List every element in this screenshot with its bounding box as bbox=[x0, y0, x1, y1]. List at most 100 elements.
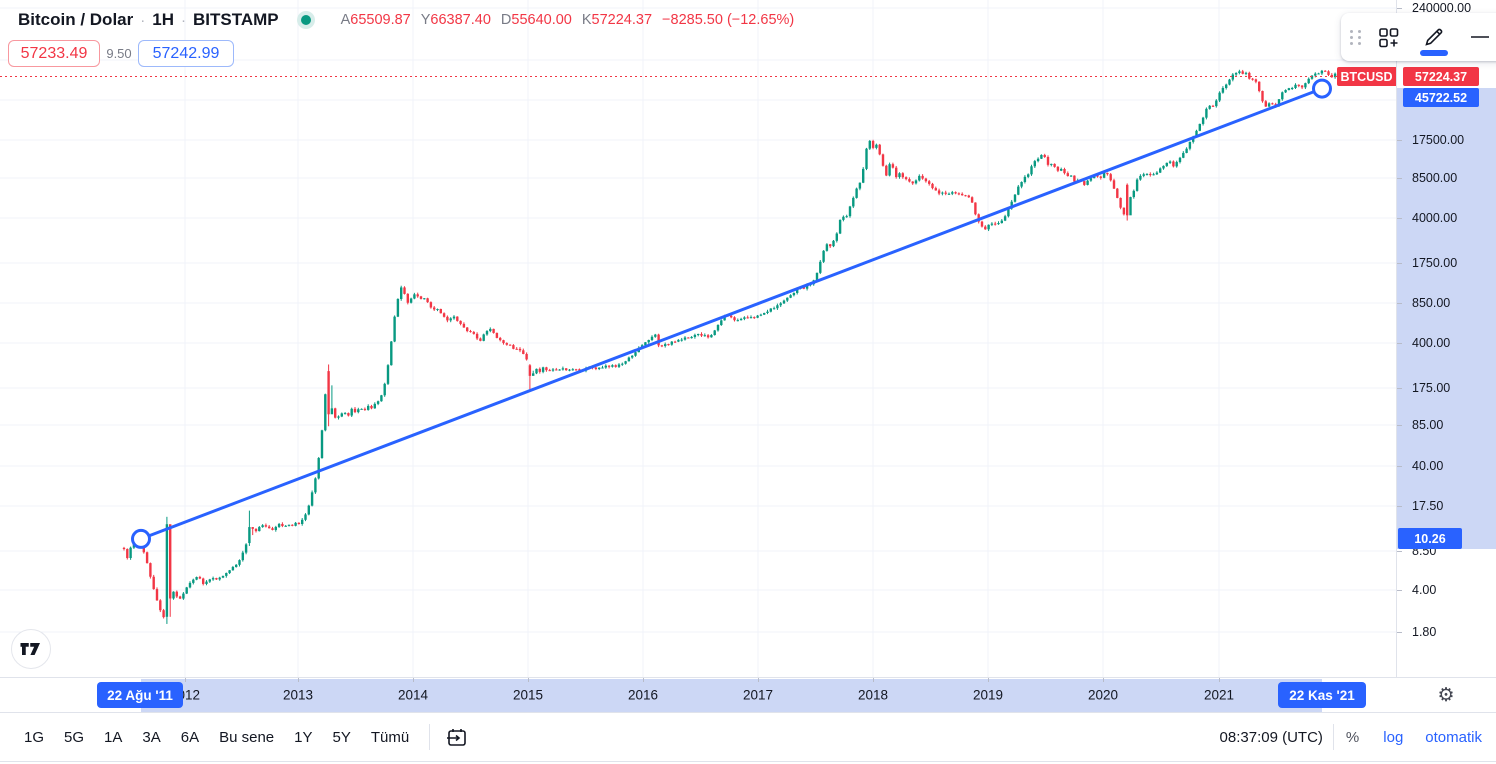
time-scale-label: 2019 bbox=[972, 687, 1004, 703]
range-button-5g[interactable]: 5G bbox=[64, 728, 85, 746]
price-scale-label: 4000.00 bbox=[1412, 211, 1458, 225]
price-axis-tick bbox=[1397, 590, 1402, 591]
separator-dot: · bbox=[140, 11, 146, 29]
price-axis-tick bbox=[1397, 551, 1402, 552]
line-tool-button[interactable] bbox=[1457, 17, 1496, 57]
price-axis-selection-highlight bbox=[1397, 88, 1496, 549]
close-value: 57224.37 bbox=[591, 12, 653, 28]
current-price-label: 57224.37 bbox=[1403, 67, 1479, 86]
low-value: 55640.00 bbox=[511, 12, 572, 28]
price-scale-label: 175.00 bbox=[1412, 381, 1451, 395]
time-axis-tick bbox=[1103, 678, 1104, 682]
symbol-price-tag: BTCUSD bbox=[1337, 67, 1396, 86]
manage-layouts-button[interactable] bbox=[1365, 17, 1411, 57]
divider bbox=[429, 724, 431, 750]
open-value: 65509.87 bbox=[350, 12, 411, 28]
trend-line-end-handle bbox=[1312, 78, 1332, 99]
price-axis-tick bbox=[1397, 425, 1402, 426]
low-label: D bbox=[500, 12, 512, 28]
chart-legend: Bitcoin / Dolar · 1H · BITSTAMP A 65509.8… bbox=[8, 9, 795, 67]
go-to-date-icon bbox=[447, 729, 467, 746]
price-axis-tick bbox=[1397, 506, 1402, 507]
tradingview-logo-button[interactable] bbox=[11, 629, 51, 669]
time-axis-tick bbox=[1219, 678, 1220, 682]
close-label: K bbox=[581, 12, 592, 28]
log-scale-button[interactable]: log bbox=[1383, 728, 1404, 746]
time-scale-label: 2014 bbox=[397, 687, 429, 703]
time-axis-tick bbox=[298, 678, 299, 682]
time-axis-tick bbox=[528, 678, 529, 682]
price-axis-tick bbox=[1397, 218, 1402, 219]
trend-line-start-handle bbox=[131, 528, 151, 549]
time-scale-label: 2017 bbox=[742, 687, 774, 703]
time-axis[interactable]: 2012 2013 2014 2015 2016 2017 2018 2019 2020 2021… bbox=[0, 677, 1496, 712]
range-button-6a[interactable]: 6A bbox=[180, 728, 200, 746]
price-axis-tick bbox=[1397, 466, 1402, 467]
scale-controls: 08:37:09 (UTC) % log otomatik bbox=[1220, 724, 1482, 750]
active-tool-indicator bbox=[1420, 50, 1448, 56]
draw-tool-button[interactable] bbox=[1411, 17, 1457, 57]
range-button-bu-sene[interactable]: Bu sene bbox=[219, 728, 275, 746]
price-axis[interactable]: 240000.00 17500.00 8500.00 4000.00 1750.00 85… bbox=[1396, 0, 1496, 677]
trend-end-price-label: 45722.52 bbox=[1403, 88, 1479, 107]
time-scale-label: 2018 bbox=[857, 687, 889, 703]
change-value: −8285.50 (−12.65%) bbox=[662, 12, 795, 28]
exchange-label[interactable]: BITSTAMP bbox=[192, 10, 279, 29]
price-scale-label: 1.80 bbox=[1412, 625, 1437, 639]
market-status-icon[interactable] bbox=[300, 15, 311, 25]
price-axis-tick bbox=[1397, 303, 1402, 304]
price-scale-label: 17.50 bbox=[1412, 499, 1444, 513]
separator-dot: · bbox=[180, 11, 186, 29]
time-scale-label: 2020 bbox=[1087, 687, 1119, 703]
price-axis-tick bbox=[1397, 263, 1402, 264]
high-label: Y bbox=[420, 12, 431, 28]
manage-layouts-icon bbox=[1379, 28, 1399, 48]
trade-buttons: 57233.49 9.50 57242.99 bbox=[8, 40, 794, 67]
date-range-switcher: 1G 5G 1A 3A 6A Bu sene 1Y 5Y Tümü bbox=[14, 722, 474, 752]
price-scale-label: 400.00 bbox=[1412, 336, 1451, 350]
auto-scale-button[interactable]: otomatik bbox=[1425, 728, 1482, 746]
sell-button[interactable]: 57233.49 bbox=[8, 40, 100, 67]
range-button-tümü[interactable]: Tümü bbox=[370, 728, 410, 746]
chart-gridlines bbox=[0, 0, 1396, 677]
time-axis-tick bbox=[185, 678, 186, 682]
price-scale-label: 4.00 bbox=[1412, 583, 1437, 597]
range-button-5y[interactable]: 5Y bbox=[332, 728, 351, 746]
go-to-date-button[interactable] bbox=[440, 722, 474, 752]
time-axis-tick bbox=[413, 678, 414, 682]
open-label: A bbox=[340, 12, 351, 28]
range-button-1g[interactable]: 1G bbox=[24, 728, 45, 746]
price-axis-tick bbox=[1397, 632, 1402, 633]
interval-label[interactable]: 1H bbox=[152, 10, 174, 29]
range-button-1a[interactable]: 1A bbox=[104, 728, 123, 746]
trend-start-date-badge: 22 Ağu '11 bbox=[97, 682, 183, 708]
time-axis-tick bbox=[988, 678, 989, 682]
range-button-3a[interactable]: 3A bbox=[142, 728, 161, 746]
tradingview-logo-icon bbox=[20, 643, 40, 655]
bottom-toolbar: 1G 5G 1A 3A 6A Bu sene 1Y 5Y Tümü 08:37:09 (UTC)… bbox=[0, 712, 1496, 762]
clock[interactable]: 08:37:09 (UTC) bbox=[1219, 728, 1323, 746]
percent-scale-button[interactable]: % bbox=[1345, 728, 1360, 746]
gear-icon: ⚙ bbox=[1437, 684, 1455, 706]
price-axis-tick bbox=[1397, 343, 1402, 344]
ohlc-values: A 65509.87 Y 66387.40 D 55640.00 K 57224.37 … bbox=[341, 12, 795, 28]
range-button-1y[interactable]: 1Y bbox=[294, 728, 313, 746]
time-axis-tick bbox=[873, 678, 874, 682]
price-scale-label: 850.00 bbox=[1412, 296, 1451, 310]
price-scale-label: 240000.00 bbox=[1412, 1, 1472, 15]
time-scale-label: 2016 bbox=[627, 687, 659, 703]
trend-start-price-label: 10.26 bbox=[1398, 528, 1462, 549]
time-axis-tick bbox=[758, 678, 759, 682]
trend-end-date-badge: 22 Kas '21 bbox=[1278, 682, 1366, 708]
trend-line-drawing[interactable] bbox=[131, 78, 1332, 549]
symbol-name[interactable]: Bitcoin / Dolar bbox=[18, 10, 134, 29]
drag-handle-icon[interactable] bbox=[1347, 26, 1365, 48]
chart-canvas[interactable] bbox=[0, 0, 1396, 677]
settings-button[interactable]: ⚙ bbox=[1430, 680, 1462, 710]
time-scale-label: 2015 bbox=[512, 687, 544, 703]
draw-pencil-icon bbox=[1425, 28, 1443, 46]
buy-button[interactable]: 57242.99 bbox=[138, 40, 234, 67]
divider bbox=[1332, 724, 1334, 750]
price-scale-label: 8500.00 bbox=[1412, 171, 1458, 185]
